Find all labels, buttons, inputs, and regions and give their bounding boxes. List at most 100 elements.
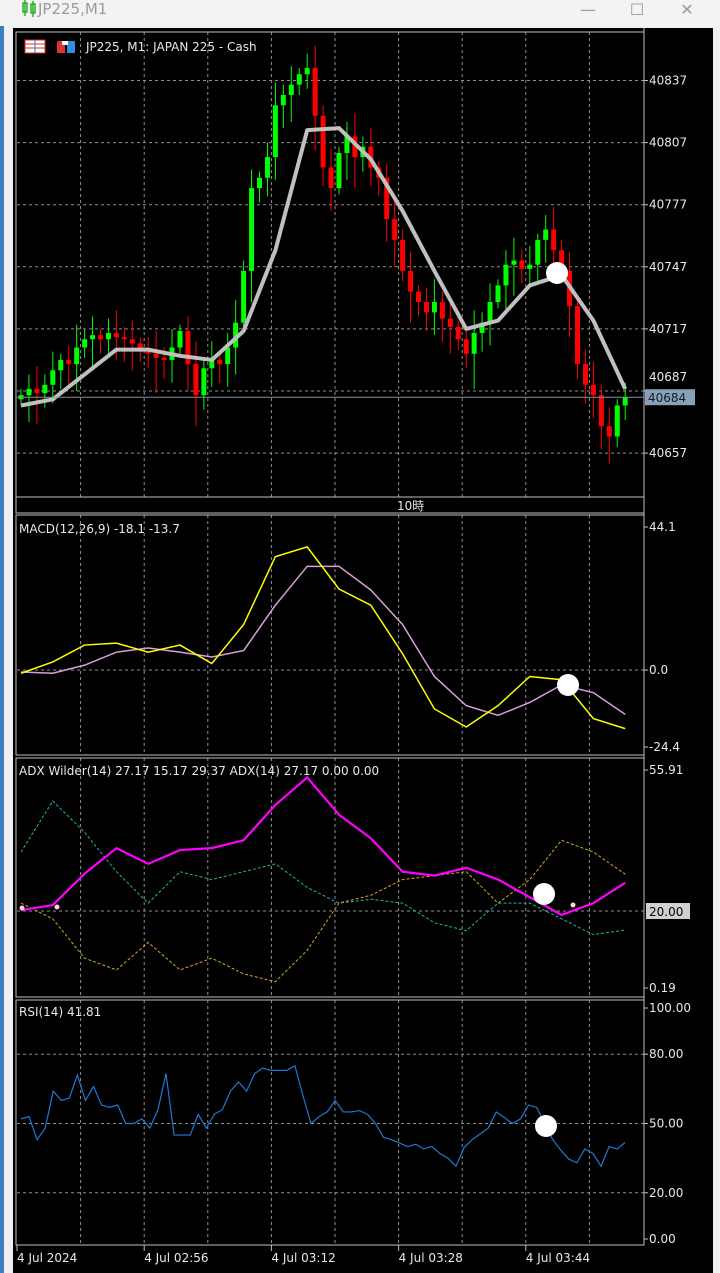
candle [487, 283, 493, 346]
candle-body [328, 167, 334, 189]
candle [185, 316, 191, 391]
candle-body [217, 359, 223, 365]
candle [519, 250, 525, 284]
macd-tick-label: 0.0 [649, 663, 668, 677]
price-tick-label: 40687 [649, 370, 687, 384]
macd-tick-label: -24.4 [649, 740, 680, 754]
candle-body [400, 239, 406, 271]
candle [201, 357, 207, 410]
close-button[interactable]: ✕ [667, 0, 707, 22]
candle [455, 320, 461, 350]
rsi-line [20, 1064, 626, 1168]
candle-body [590, 384, 596, 396]
candle [352, 113, 358, 189]
candle-body [82, 339, 88, 348]
candle [606, 407, 612, 464]
signal-dot [54, 904, 60, 910]
candle-body [463, 339, 469, 354]
candle-body [622, 397, 628, 406]
candle [90, 316, 96, 371]
candle [129, 320, 135, 371]
candle [590, 362, 596, 418]
close-icon: ✕ [680, 0, 694, 19]
candle [225, 333, 231, 387]
current-price-label: 40684 [648, 391, 686, 405]
candle-body [344, 136, 350, 153]
candle-body [392, 219, 398, 240]
candle-body [145, 351, 151, 354]
candle-body [543, 229, 549, 240]
candle [280, 84, 286, 129]
main-panel-border [15, 31, 645, 498]
candle [105, 318, 111, 358]
candle-body [257, 177, 262, 189]
candle-body [519, 260, 525, 269]
annotation-marker [546, 262, 568, 284]
object-list-icon[interactable] [24, 39, 46, 54]
maximize-button[interactable]: ☐ [617, 0, 657, 22]
candle [82, 328, 88, 358]
candle [527, 246, 533, 288]
candle-body [98, 335, 103, 340]
candle [384, 163, 390, 242]
candle [431, 279, 437, 336]
candle [312, 45, 318, 151]
candle-body [233, 322, 239, 348]
candle-body [606, 426, 612, 437]
candle [193, 341, 199, 427]
candle-body [551, 229, 557, 251]
rsi-tick-label: 100.00 [649, 1001, 691, 1015]
candle [543, 215, 549, 263]
trade-panel-icon[interactable] [57, 41, 75, 53]
minimize-icon: — [580, 0, 596, 19]
macd-panel-border [15, 514, 645, 756]
candle-body [249, 188, 255, 271]
candle [304, 53, 310, 89]
candle-body [129, 339, 135, 344]
price-tick-label: 40717 [649, 322, 687, 336]
candle-body [280, 94, 286, 106]
candle-body [42, 384, 48, 394]
candle [249, 169, 255, 302]
candle-body [495, 285, 501, 302]
chart-toolbar-icons [24, 39, 75, 54]
candle-body [535, 239, 541, 265]
candle-body [423, 301, 429, 313]
candle [535, 233, 541, 284]
annotation-marker [557, 674, 579, 696]
candle-body [304, 68, 310, 75]
candle [177, 324, 183, 354]
candle-body [264, 157, 270, 178]
candle-body [439, 301, 445, 319]
candle [495, 279, 501, 309]
price-tick-label: 40777 [649, 198, 687, 212]
candle [98, 328, 103, 354]
candle-body [288, 84, 294, 95]
candle-body [26, 388, 32, 396]
candle [400, 229, 406, 282]
candle-body [50, 370, 56, 385]
window-title: JP225,M1 [38, 0, 108, 18]
rsi-tick-label: 80.00 [649, 1047, 683, 1061]
candle [511, 237, 517, 296]
candle [257, 171, 262, 203]
macd-main-line [20, 546, 626, 730]
candle [264, 142, 270, 197]
candle [575, 299, 580, 379]
minimize-button[interactable]: — [568, 0, 608, 22]
candle [439, 291, 445, 342]
plus-di-line [20, 800, 626, 936]
candle [344, 121, 350, 180]
candle-body [384, 177, 390, 220]
candle-body [559, 250, 565, 271]
candle-body [105, 333, 111, 340]
candle-body [66, 359, 72, 365]
annotation-marker [533, 883, 555, 905]
candle-body [177, 330, 183, 348]
rsi-label: RSI(14) 41.81 [19, 1005, 101, 1019]
candle [447, 299, 453, 354]
time-label: 4 Jul 03:12 [271, 1251, 335, 1265]
candle-body [511, 260, 517, 265]
candle-body [90, 335, 96, 340]
